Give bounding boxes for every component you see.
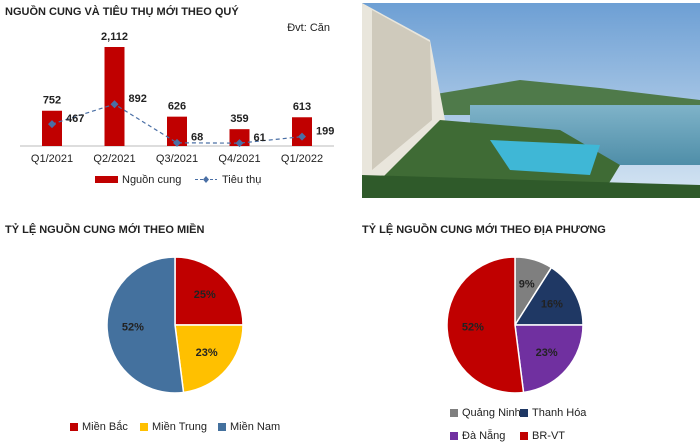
bar-value-label: 2,112 — [101, 31, 128, 43]
legend-swatch — [218, 423, 226, 431]
bar-value-label: 359 — [230, 113, 248, 125]
chart-title: TỶ LỆ NGUỒN CUNG MỚI THEO ĐỊA PHƯƠNG — [362, 223, 606, 236]
line-marker — [235, 139, 244, 148]
slice-label: 23% — [196, 347, 218, 359]
legend-marker — [203, 176, 209, 183]
pie-slice — [513, 266, 584, 326]
legend-swatch — [450, 409, 458, 417]
legend-label: Miền Trung — [152, 421, 207, 433]
photo — [362, 3, 700, 198]
legend-swatch — [450, 432, 458, 440]
bar — [229, 129, 250, 146]
legend-swatch — [70, 423, 78, 431]
legend-label: Đà Nẵng — [462, 429, 505, 442]
pie-slice — [174, 324, 244, 394]
legend-label: Quảng Ninh — [462, 407, 521, 419]
legend-label: Miền Bắc — [82, 420, 128, 433]
x-tick-label: Q1/2022 — [281, 153, 323, 165]
bar — [292, 117, 312, 146]
slice-label: 9% — [519, 278, 535, 290]
pie-slice — [514, 324, 584, 394]
legend-label: Miền Nam — [230, 421, 280, 433]
bar-value-label: 626 — [168, 101, 186, 113]
line-marker — [110, 100, 119, 109]
x-tick-label: Q2/2021 — [93, 153, 135, 165]
legend-swatch — [95, 176, 118, 183]
line-value-label: 892 — [129, 93, 147, 105]
bar-value-label: 752 — [43, 95, 61, 107]
bar — [167, 116, 187, 146]
bar — [42, 110, 62, 146]
slice-label: 16% — [541, 299, 563, 311]
bar-value-label: 613 — [293, 101, 311, 113]
bar — [104, 47, 125, 146]
line-value-label: 68 — [191, 132, 203, 144]
line-marker — [298, 132, 306, 141]
x-tick-label: Q4/2021 — [218, 153, 260, 165]
slice-label: 25% — [194, 289, 216, 301]
line — [51, 103, 303, 144]
slice-label: 52% — [122, 322, 144, 334]
legend-swatch — [520, 409, 528, 417]
line-marker — [173, 138, 181, 147]
slice-label: 23% — [536, 347, 558, 359]
line-value-label: 199 — [316, 126, 334, 138]
line-value-label: 61 — [254, 132, 266, 144]
legend-label: BR-VT — [532, 430, 565, 442]
unit-note: Đvt: Căn — [287, 22, 330, 34]
chart-title: TỶ LỆ NGUỒN CUNG MỚI THEO MIỀN — [5, 223, 204, 236]
slice-label: 52% — [462, 322, 484, 334]
legend-label: Nguồn cung — [122, 174, 181, 186]
line-value-label: 467 — [66, 113, 84, 125]
legend-swatch — [520, 432, 528, 440]
legend-label: Tiêu thụ — [222, 174, 261, 186]
pie-slice — [106, 256, 185, 394]
pie-slice — [446, 256, 525, 394]
pie-slice — [174, 256, 244, 326]
line-marker — [48, 120, 56, 129]
legend-label: Thanh Hóa — [532, 407, 587, 419]
x-tick-label: Q1/2021 — [31, 153, 73, 165]
x-tick-label: Q3/2021 — [156, 153, 198, 165]
chart-title: NGUỒN CUNG VÀ TIÊU THỤ MỚI THEO QUÝ — [5, 5, 239, 18]
legend-swatch — [140, 423, 148, 431]
